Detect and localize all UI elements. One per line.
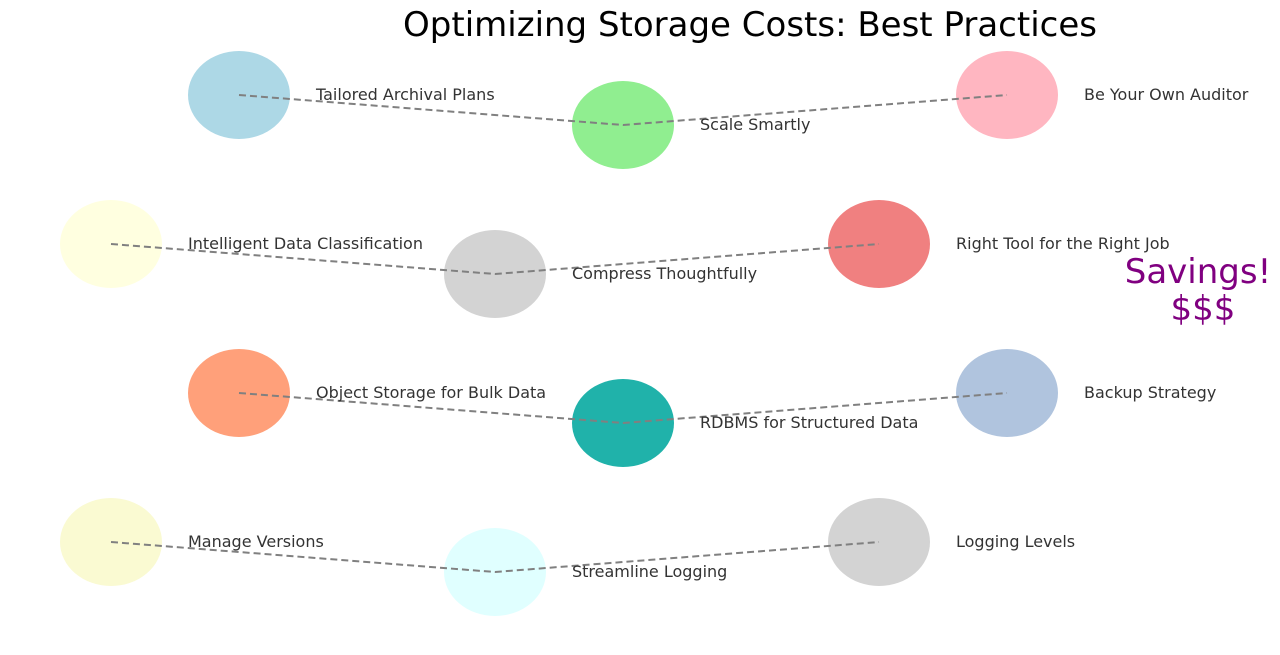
practice-row: Object Storage for Bulk Data RDBMS for St…: [188, 349, 1216, 467]
practice-node-label: Scale Smartly: [700, 115, 810, 134]
connector-line: [238, 392, 1008, 425]
practice-row: Manage Versions Streamline Logging Logging…: [60, 498, 1075, 616]
practice-node-label: Manage Versions: [188, 532, 324, 551]
practice-node-label: Intelligent Data Classification: [188, 234, 423, 253]
practice-node-label: RDBMS for Structured Data: [700, 413, 918, 432]
savings-line-2: $$$: [1171, 289, 1236, 329]
practice-node-label: Right Tool for the Right Job: [956, 234, 1170, 253]
practice-row: Tailored Archival Plans Scale Smartly Be Y…: [188, 51, 1249, 169]
practice-node-label: Object Storage for Bulk Data: [316, 383, 546, 402]
connector-line: [110, 541, 880, 574]
practice-node-label: Streamline Logging: [572, 562, 727, 581]
practice-node-label: Backup Strategy: [1084, 383, 1216, 402]
connector-line: [238, 94, 1008, 127]
diagram-title: Optimizing Storage Costs: Best Practices: [403, 5, 1097, 45]
practice-row: Intelligent Data Classification Compress …: [60, 200, 1170, 318]
connector-line: [110, 243, 880, 276]
practice-node-label: Logging Levels: [956, 532, 1075, 551]
practice-rows: Tailored Archival Plans Scale Smartly Be Y…: [60, 51, 1249, 616]
practice-node-label: Be Your Own Auditor: [1084, 85, 1249, 104]
savings-line-1: Savings!: [1125, 252, 1271, 292]
practice-node-label: Compress Thoughtfully: [572, 264, 757, 283]
practice-node-label: Tailored Archival Plans: [315, 85, 495, 104]
